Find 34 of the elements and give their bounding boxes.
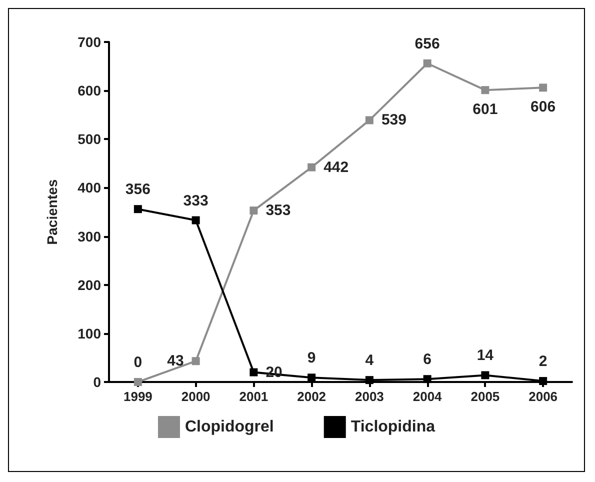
data-label: 4 <box>365 352 374 370</box>
legend-label: Clopidogrel <box>184 418 274 436</box>
y-tick-label: 300 <box>78 228 102 244</box>
x-tick-label: 2000 <box>181 389 210 404</box>
x-tick-label: 2006 <box>528 389 558 404</box>
y-tick-label: 600 <box>78 82 102 99</box>
x-tick-label: 2004 <box>412 389 443 404</box>
x-tick-label: 2002 <box>297 389 326 404</box>
data-label: 333 <box>183 192 208 210</box>
y-tick-label: 100 <box>78 325 102 342</box>
data-label: 14 <box>476 347 494 364</box>
y-tick-label: 500 <box>78 131 102 148</box>
data-label: 539 <box>381 112 406 129</box>
x-tick-label: 2003 <box>354 389 384 404</box>
data-label: 656 <box>414 35 440 52</box>
x-tick-label: 2001 <box>239 389 268 404</box>
data-label: 353 <box>266 202 291 220</box>
data-label: 606 <box>530 98 556 116</box>
data-label: 356 <box>125 181 150 198</box>
y-tick-label: 0 <box>93 374 102 390</box>
data-label: 6 <box>423 351 432 368</box>
data-label: 0 <box>134 354 142 371</box>
x-tick-label: 2005 <box>470 389 500 404</box>
x-tick-label: 1999 <box>123 389 152 404</box>
y-tick-label: 700 <box>78 34 102 50</box>
data-label: 9 <box>307 350 316 367</box>
data-label: 2 <box>538 353 548 370</box>
data-label: 442 <box>324 158 349 176</box>
y-axis-title: Pacientes <box>44 179 60 245</box>
y-tick-label: 200 <box>78 276 102 293</box>
legend-label: Ticlopidina <box>350 418 436 436</box>
data-label: 43 <box>167 352 184 370</box>
data-label: 601 <box>472 101 498 118</box>
y-tick-label: 400 <box>78 180 102 196</box>
